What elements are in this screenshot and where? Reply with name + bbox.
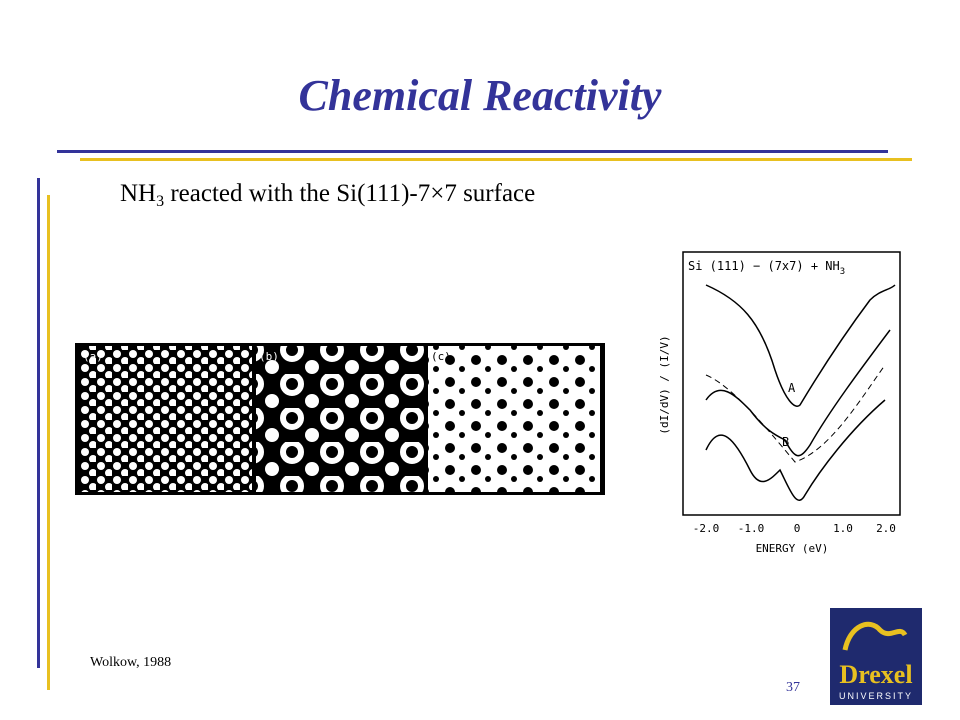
subtitle: NH3 reacted with the Si(111)-7×7 surface (120, 180, 535, 211)
figure-title: Si (111) − (7x7) + NH3 (688, 259, 845, 277)
logo: Drexel UNIVERSITY (830, 608, 922, 705)
title: Chemical Reactivity (298, 71, 662, 120)
panel-label: (a) (83, 350, 103, 363)
spectra-image: Si (111) − (7x7) + NH3 (dI/dV) / (I/V) A… (658, 251, 901, 555)
panel-label: (b) (259, 350, 279, 363)
rule (37, 178, 40, 668)
page-number: 37 (786, 680, 800, 695)
rule (47, 195, 50, 690)
panel-label: (c) (431, 350, 451, 363)
curve-label: B (782, 435, 789, 449)
x-tick-label: 1.0 (833, 522, 853, 535)
subscript: 3 (840, 267, 845, 277)
text: reacted with the Si(111)-7×7 surface (164, 180, 536, 207)
x-label: ENERGY (eV) (756, 542, 829, 555)
curve-label: A (788, 381, 796, 395)
x-tick-label: 0 (794, 522, 801, 535)
x-tick-label: -1.0 (738, 522, 765, 535)
text: Si (111) − (7x7) + NH (688, 259, 840, 273)
x-tick-label: 2.0 (876, 522, 896, 535)
citation: Wolkow, 1988 (90, 655, 172, 670)
rule (80, 158, 912, 161)
logo-name: Drexel (839, 660, 912, 689)
y-label: (dI/dV) / (I/V) (658, 335, 671, 434)
logo-sub: UNIVERSITY (839, 691, 913, 701)
subscript: 3 (156, 193, 165, 210)
rule (57, 150, 888, 153)
x-tick-label: -2.0 (693, 522, 720, 535)
text: NH (120, 180, 157, 207)
stm-image: (a) (b) (c) (75, 343, 605, 495)
